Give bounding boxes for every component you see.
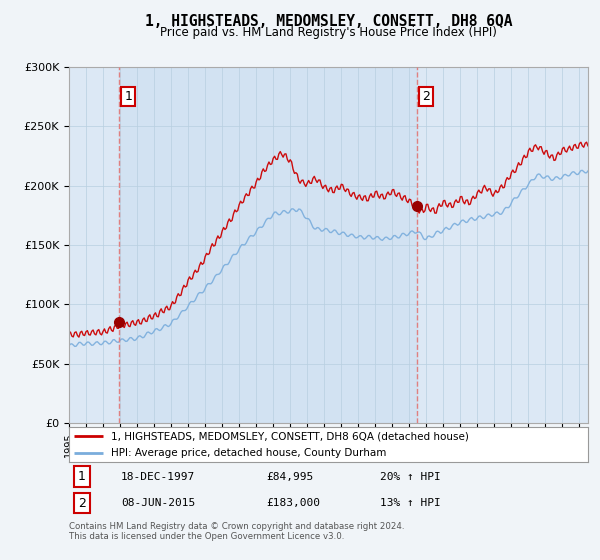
Bar: [119, 67, 417, 423]
Text: 13% ↑ HPI: 13% ↑ HPI: [380, 498, 441, 508]
Text: 2: 2: [422, 90, 430, 104]
Text: 1: 1: [124, 90, 133, 104]
Text: Contains HM Land Registry data © Crown copyright and database right 2024.
This d: Contains HM Land Registry data © Crown c…: [69, 522, 404, 542]
Text: Price paid vs. HM Land Registry's House Price Index (HPI): Price paid vs. HM Land Registry's House …: [160, 26, 497, 39]
Text: £84,995: £84,995: [266, 472, 313, 482]
Text: 1, HIGHSTEADS, MEDOMSLEY, CONSETT, DH8 6QA (detached house): 1, HIGHSTEADS, MEDOMSLEY, CONSETT, DH8 6…: [110, 431, 469, 441]
Text: £183,000: £183,000: [266, 498, 320, 508]
Text: 2: 2: [78, 497, 86, 510]
Text: HPI: Average price, detached house, County Durham: HPI: Average price, detached house, Coun…: [110, 448, 386, 458]
Text: 08-JUN-2015: 08-JUN-2015: [121, 498, 195, 508]
Text: 1, HIGHSTEADS, MEDOMSLEY, CONSETT, DH8 6QA: 1, HIGHSTEADS, MEDOMSLEY, CONSETT, DH8 6…: [145, 14, 512, 29]
Text: 20% ↑ HPI: 20% ↑ HPI: [380, 472, 441, 482]
Text: 1: 1: [78, 470, 86, 483]
Text: 18-DEC-1997: 18-DEC-1997: [121, 472, 195, 482]
